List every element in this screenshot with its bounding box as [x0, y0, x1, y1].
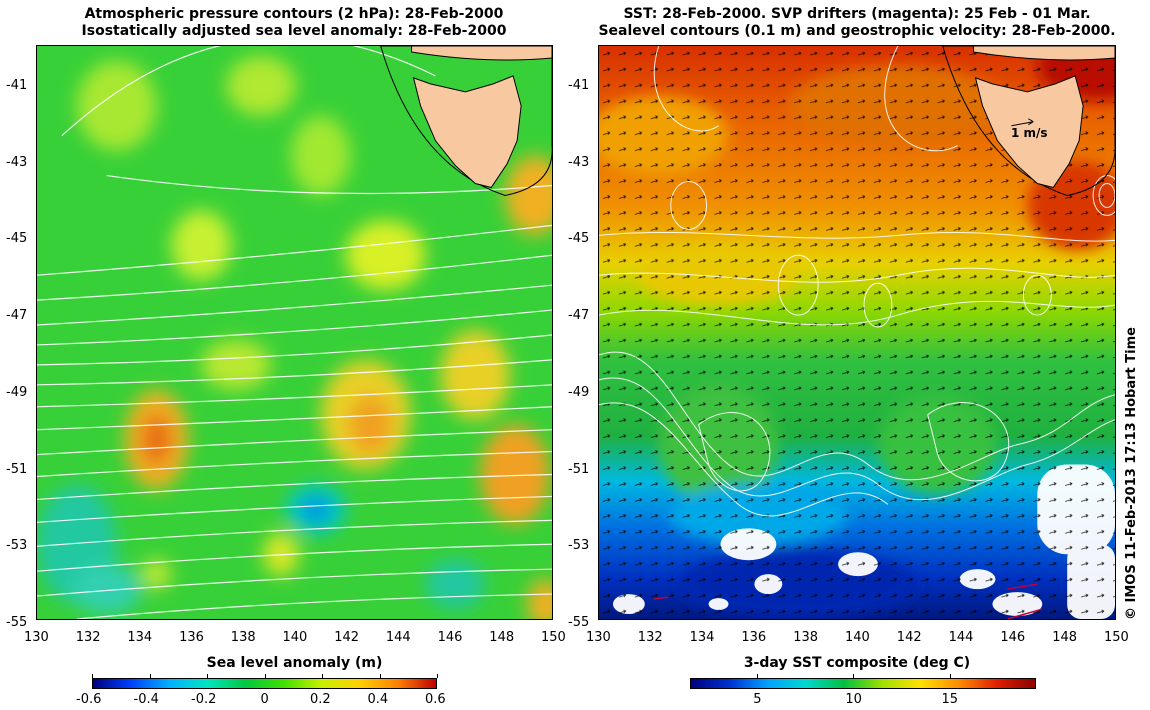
axis-tick-label: 150 [1104, 630, 1129, 645]
right-title-line1: SST: 28-Feb-2000. SVP drifters (magenta)… [623, 6, 1091, 22]
axis-tick-label: -43 [568, 154, 590, 170]
sea-level-anomaly-map [36, 45, 553, 620]
sst-colorbar [690, 678, 1036, 689]
axis-tick-label: -47 [6, 308, 28, 324]
colorbar-tick-mark [322, 674, 323, 678]
right-title-line2: Sealevel contours (0.1 m) and geostrophi… [598, 23, 1116, 39]
vector-scale-label: 1 m/s [1011, 126, 1048, 140]
axis-tick-label: 148 [489, 630, 515, 645]
colorbar-tick-mark [149, 674, 151, 678]
axis-tick-label: 138 [793, 630, 819, 645]
tasmania-land [412, 75, 522, 189]
axis-tick-label: -41 [6, 78, 28, 93]
colorbar-tick-mark [379, 674, 381, 678]
axis-tick-label: -47 [568, 308, 590, 324]
axis-tick-label: -49 [6, 384, 28, 400]
axis-tick-label: 136 [741, 630, 767, 645]
axis-tick-label: -53 [6, 538, 28, 554]
axis-tick-label: 140 [282, 630, 308, 645]
tasmania-land-right [974, 75, 1084, 189]
axis-tick-label: 132 [75, 630, 101, 645]
right-map-title: SST: 28-Feb-2000. SVP drifters (magenta)… [598, 6, 1116, 40]
colorbar-tick-mark [264, 674, 266, 678]
axis-tick-label: 146 [437, 630, 463, 645]
axis-tick-label: 142 [334, 630, 360, 645]
axis-tick-label: 144 [948, 630, 974, 645]
colorbar-tick-mark [207, 674, 208, 678]
colorbar-tick-label: 15 [941, 692, 959, 707]
colorbar-tick-label: 10 [845, 692, 862, 707]
colorbar-tick-label: -0.4 [133, 692, 159, 707]
sst-map: 1 m/s [598, 45, 1116, 620]
colorbar-tick-mark [949, 674, 951, 678]
left-map-title: Atmospheric pressure contours (2 hPa): 2… [36, 6, 552, 40]
right-colorbar-label: 3-day SST composite (deg C) [743, 655, 971, 671]
colorbar-tick-mark [437, 674, 438, 678]
axis-tick-label: 132 [637, 630, 663, 645]
axis-tick-label: -55 [568, 614, 590, 630]
imos-credit: © IMOS 11-Feb-2013 17:13 Hobart Time [1124, 327, 1139, 620]
axis-tick-label: -43 [6, 154, 28, 170]
axis-tick-label: 148 [1052, 630, 1078, 645]
sea-level-colorbar [92, 678, 437, 689]
colorbar-tick-label: -0.2 [191, 692, 217, 707]
colorbar-tick-mark [92, 674, 93, 678]
axis-tick-label: 138 [230, 630, 256, 645]
axis-tick-label: 140 [845, 630, 870, 645]
axis-tick-label: -45 [568, 231, 590, 247]
colorbar-tick-label: 0.2 [310, 692, 331, 707]
axis-tick-label: -51 [568, 461, 590, 477]
axis-tick-label: 150 [541, 630, 566, 645]
axis-tick-label: -41 [568, 78, 590, 93]
left-title-line2: Isostatically adjusted sea level anomaly… [81, 23, 507, 39]
axis-tick-label: -51 [6, 461, 28, 477]
colorbar-tick-label: 0.4 [367, 692, 389, 707]
colorbar-tick-label: 0.6 [425, 692, 446, 707]
axis-tick-label: 144 [385, 630, 411, 645]
left-title-line1: Atmospheric pressure contours (2 hPa): 2… [84, 6, 504, 22]
colorbar-tick-label: 0 [260, 692, 269, 707]
axis-tick-label: 142 [896, 630, 922, 645]
vector-scale-arrow [1011, 118, 1034, 127]
axis-tick-label: -55 [6, 614, 28, 630]
axis-tick-label: -49 [568, 384, 590, 400]
colorbar-tick-mark [757, 674, 759, 678]
axis-tick-label: 130 [24, 630, 49, 645]
axis-tick-label: 134 [689, 630, 715, 645]
axis-tick-label: 136 [179, 630, 204, 645]
axis-tick-label: -53 [568, 538, 590, 554]
colorbar-tick-label: 5 [753, 692, 762, 707]
colorbar-tick-mark [853, 674, 855, 678]
colorbar-tick-label: -0.6 [76, 692, 102, 707]
axis-tick-label: 130 [586, 630, 611, 645]
axis-tick-label: -45 [6, 231, 28, 247]
axis-tick-label: 134 [127, 630, 153, 645]
left-colorbar-label: Sea level anomaly (m) [206, 655, 383, 671]
axis-tick-label: 146 [1000, 630, 1026, 645]
